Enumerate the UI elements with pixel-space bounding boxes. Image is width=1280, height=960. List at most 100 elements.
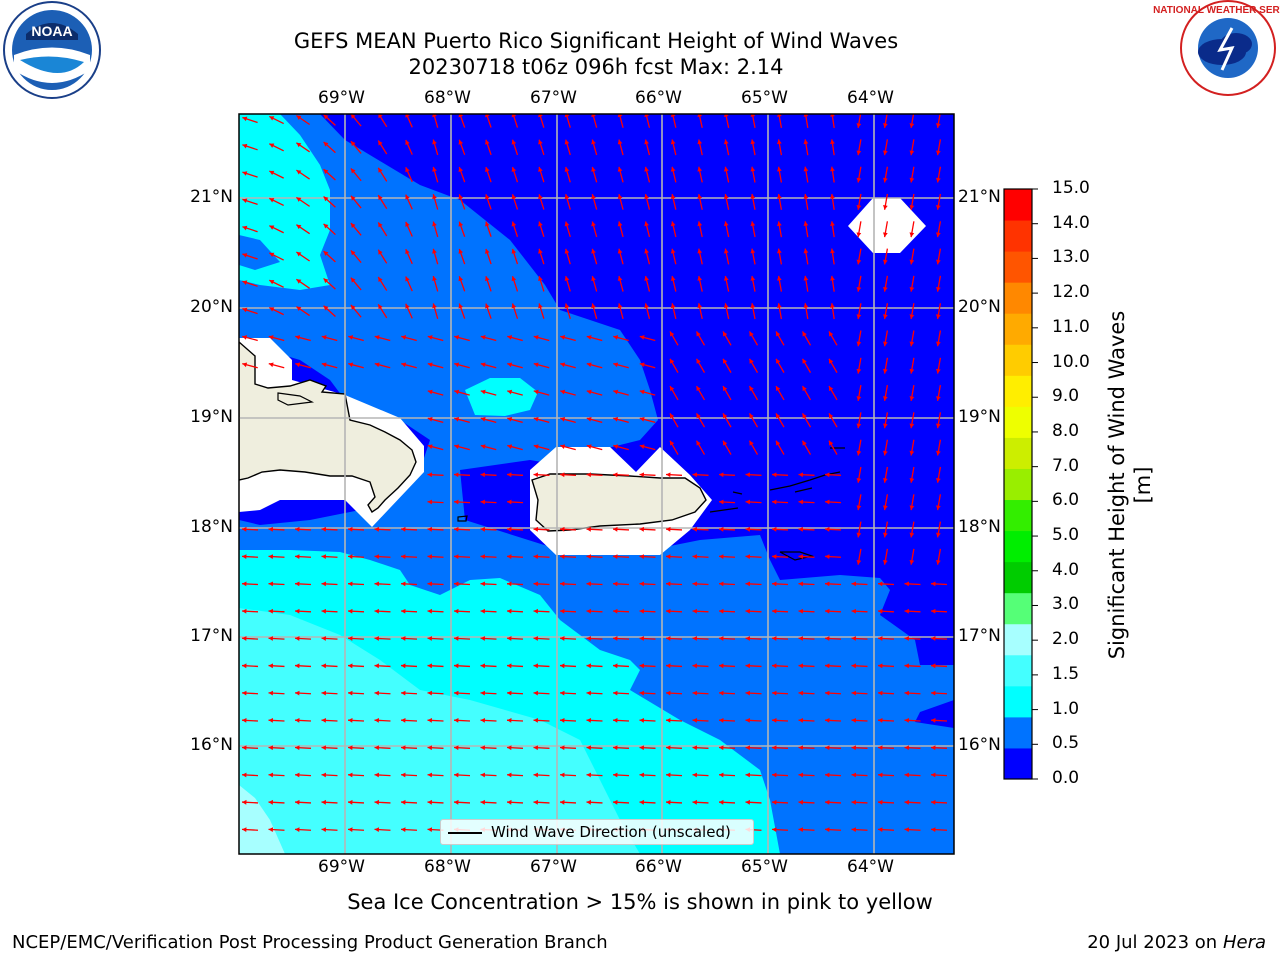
wave-direction-arrowhead <box>692 526 698 532</box>
wave-direction-arrowhead <box>454 745 459 751</box>
wave-direction-arrowhead <box>719 636 724 641</box>
wave-direction-arrowhead <box>745 526 751 532</box>
wave-direction-arrowhead <box>533 472 539 478</box>
wave-direction-arrowhead <box>454 718 459 723</box>
mona-island <box>457 515 468 522</box>
wave-direction-arrowhead <box>825 581 830 587</box>
wave-direction-arrowhead <box>533 581 539 587</box>
wave-direction-arrowhead <box>427 444 433 449</box>
wave-direction-arrowhead <box>931 608 936 614</box>
wave-direction-arrowhead <box>613 389 619 395</box>
wave-direction-arrowhead <box>295 772 300 778</box>
wave-direction-arrowhead <box>591 114 596 118</box>
wave-direction-arrowhead <box>617 166 623 172</box>
wave-direction-arrowhead <box>405 249 410 255</box>
wave-direction-arrowhead <box>719 745 724 751</box>
wave-direction-arrowhead <box>772 554 777 560</box>
wave-direction-arrowhead <box>295 554 300 560</box>
wave-direction-arrowhead <box>321 526 327 532</box>
wave-direction-arrowhead <box>936 532 941 538</box>
lon-label-top: 66°W <box>635 88 682 108</box>
colorbar-segment <box>1004 189 1032 221</box>
wave-direction-arrowhead <box>458 276 464 282</box>
wave-direction-arrowhead <box>560 389 566 395</box>
wave-direction-arrowhead <box>772 718 777 723</box>
wave-direction-arrowhead <box>458 194 464 200</box>
wave-direction-arrowhead <box>480 636 486 641</box>
wave-direction-arrowhead <box>378 277 383 283</box>
wave-direction-arrowhead <box>613 526 618 532</box>
wave-direction-arrowhead <box>772 636 777 641</box>
wave-direction-arrowhead <box>269 280 275 285</box>
wave-direction-arrowhead <box>613 608 618 614</box>
wave-direction-arrowhead <box>909 450 915 456</box>
wave-direction-arrowhead <box>533 718 539 723</box>
colorbar-tick-label: 11.0 <box>1052 316 1090 337</box>
wave-direction-arrowhead <box>909 559 915 565</box>
wave-direction-arrowhead <box>485 167 490 172</box>
wave-direction-arrowhead <box>348 799 353 805</box>
nws-logo: NATIONAL WEATHER SERVICE <box>1153 0 1280 96</box>
virgin-islands <box>709 447 845 561</box>
wave-direction-arrowhead <box>507 472 512 478</box>
wave-direction-arrowhead <box>586 690 592 696</box>
wave-direction-arrowhead <box>719 772 724 778</box>
wave-direction-arrowhead <box>697 221 703 227</box>
wave-direction-arrowhead <box>670 194 676 199</box>
wave-direction-arrowhead <box>639 772 645 778</box>
wave-direction-arrowhead <box>323 141 329 147</box>
wave-direction-arrowhead <box>586 581 592 587</box>
wave-direction-arrowhead <box>613 554 618 560</box>
wave-direction-arrowhead <box>613 663 618 669</box>
lon-label-top: 67°W <box>530 88 577 108</box>
wave-direction-arrowhead <box>825 745 830 751</box>
wave-direction-arrowhead <box>936 423 941 429</box>
wave-direction-arrowhead <box>427 499 433 505</box>
wave-direction-arrowhead <box>719 718 724 723</box>
wave-direction-arrowhead <box>613 718 618 723</box>
wave-direction-arrowhead <box>564 166 570 172</box>
lon-label-top: 64°W <box>847 88 894 108</box>
wave-direction-arrowhead <box>749 386 754 392</box>
wave-direction-arrowhead <box>639 799 645 805</box>
wave-direction-arrowhead <box>639 690 645 696</box>
wave-direction-arrowhead <box>936 341 941 347</box>
wave-direction-arrowhead <box>538 194 543 200</box>
wave-direction-arrowhead <box>825 718 830 723</box>
wave-direction-arrowhead <box>825 472 830 478</box>
wave-direction-arrowhead <box>374 608 380 614</box>
wave-direction-arrowhead <box>723 413 728 419</box>
wave-direction-arrowhead <box>533 554 539 560</box>
wave-direction-arrowhead <box>692 718 698 723</box>
wave-direction-arrowhead <box>798 799 804 805</box>
wave-direction-arrowhead <box>904 799 910 805</box>
wave-direction-arrowhead <box>909 478 915 483</box>
wave-direction-arrowhead <box>777 194 782 199</box>
wave-direction-arrowhead <box>374 745 380 751</box>
wave-direction-arrowhead <box>851 690 857 696</box>
wave-direction-arrowhead <box>878 636 883 641</box>
wave-direction-arrowhead <box>511 221 517 227</box>
wave-direction-arrowhead <box>296 115 302 120</box>
wave-direction-arrowhead <box>666 772 671 778</box>
wave-direction-arrowhead <box>560 718 565 723</box>
wave-direction-arrowhead <box>697 248 703 254</box>
colorbar-segment <box>1004 592 1032 625</box>
legend-label: Wind Wave Direction (unscaled) <box>491 823 731 841</box>
wave-direction-arrowhead <box>401 690 406 696</box>
wave-direction-arrowhead <box>405 167 410 173</box>
wave-direction-arrowhead <box>432 276 437 281</box>
wave-direction-arrowhead <box>348 554 353 560</box>
colorbar-tick-label: 13.0 <box>1052 247 1090 268</box>
wave-direction-arrowhead <box>269 307 275 312</box>
wave-direction-arrowhead <box>564 248 570 254</box>
wave-direction-arrowhead <box>936 478 941 483</box>
wave-direction-arrowhead <box>802 331 807 337</box>
wave-direction-arrowhead <box>586 772 592 778</box>
wave-direction-arrowhead <box>613 444 619 449</box>
wave-direction-arrowhead <box>750 139 756 145</box>
colorbar-tick-label: 1.5 <box>1052 663 1080 684</box>
colorbar-segment <box>1004 623 1032 656</box>
wave-direction-arrowhead <box>777 303 782 308</box>
wave-direction-arrowhead <box>427 417 433 422</box>
